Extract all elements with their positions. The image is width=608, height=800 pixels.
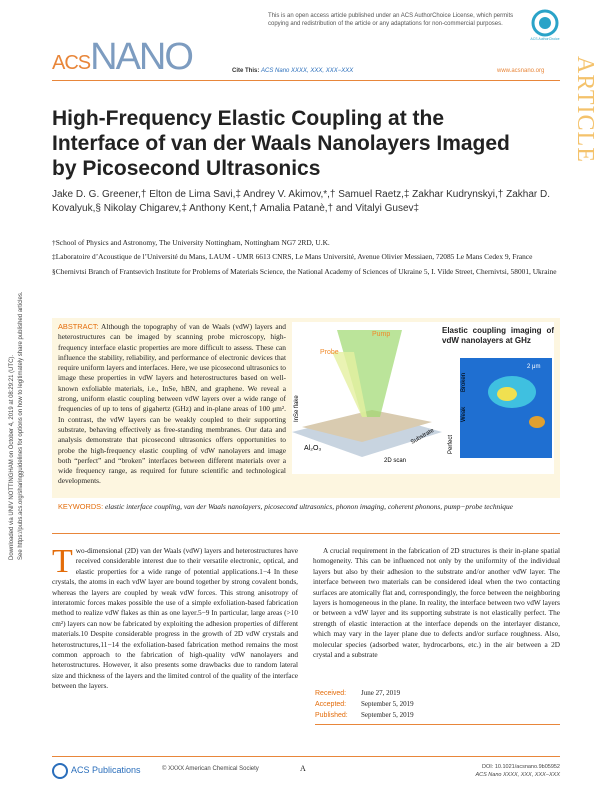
website: www.acsnano.org <box>497 68 545 74</box>
toc-label: Pump <box>372 331 390 338</box>
date-row: Received: June 27, 2019 <box>315 688 414 699</box>
publisher: ACS Publications <box>71 765 141 775</box>
cite-line: Cite This: ACS Nano XXXX, XXX, XXX−XXX <box>232 68 353 74</box>
toc-title-box: Elastic coupling imaging of vdW nanolaye… <box>442 326 554 345</box>
toc-graphic: Pump Probe InSe flake Al₂O₃ Substrate 2D… <box>292 322 554 474</box>
map-region <box>497 387 517 401</box>
toc-label: Weak <box>461 406 467 422</box>
keywords: KEYWORDS: elastic interface coupling, va… <box>58 502 554 512</box>
badge-ring <box>531 9 559 37</box>
toc-label: Probe <box>320 349 339 356</box>
keywords-label: KEYWORDS: <box>58 502 104 511</box>
date-row: Published: September 5, 2019 <box>315 710 414 721</box>
toc-label: 2 μm <box>527 364 540 370</box>
map-region <box>529 416 545 428</box>
badge-dot <box>539 17 551 29</box>
date-label: Received: <box>315 690 347 697</box>
cite-text: ACS Nano XXXX, XXX, XXX−XXX <box>261 68 354 74</box>
abstract-box: Pump Probe InSe flake Al₂O₃ Substrate 2D… <box>52 318 560 498</box>
affiliation: †School of Physics and Astronomy, The Un… <box>52 238 330 247</box>
cite-label: Cite This: <box>232 68 260 74</box>
share-note: See https://pubs.acs.org/sharingguidelin… <box>17 291 24 561</box>
section-rule <box>52 533 560 534</box>
copyright: © XXXX American Chemical Society <box>162 766 259 772</box>
badge-text: ACS AuthorChoice <box>530 37 559 41</box>
affiliations: †School of Physics and Astronomy, The Un… <box>52 238 560 277</box>
dates-rule <box>315 724 560 725</box>
dates: Received: June 27, 2019 Accepted: Septembe… <box>315 688 414 721</box>
probe-beam <box>332 352 367 417</box>
journal-logo: ACSNANO <box>52 36 194 79</box>
date-label: Published: <box>315 712 348 719</box>
toc-label: Perfect <box>448 435 454 454</box>
abstract: Pump Probe InSe flake Al₂O₃ Substrate 2D… <box>52 318 560 491</box>
section-label: ARTICLE <box>572 56 598 163</box>
page-number: A <box>300 764 306 773</box>
abstract-label: ABSTRACT: <box>58 322 99 331</box>
date-value: September 5, 2019 <box>361 700 414 708</box>
body-paragraph: A crucial requirement in the fabrication… <box>313 546 560 660</box>
affiliation: §Chernivtsi Branch of Frantsevich Instit… <box>52 266 557 276</box>
logo-acs: ACS <box>52 52 91 74</box>
footer-cite: ACS Nano XXXX, XXX, XXX−XXX <box>475 772 560 778</box>
date-value: June 27, 2019 <box>361 689 401 697</box>
abstract-text: Although the topography of van de Waals … <box>58 322 286 486</box>
logo-nano: NANO <box>90 36 194 78</box>
body-paragraph: Two-dimensional (2D) van der Waals (vdW)… <box>52 543 298 691</box>
pump-beam <box>337 330 402 417</box>
toc-title: Elastic coupling imaging of vdW nanolaye… <box>442 326 554 345</box>
toc-label: Al₂O₃ <box>304 445 321 452</box>
toc-label: InSe flake <box>294 395 300 422</box>
article-title: High-Frequency Elastic Coupling at the I… <box>52 107 510 180</box>
toc-label: 2D scan <box>384 458 406 464</box>
acs-logo-icon <box>52 763 68 779</box>
date-value: September 5, 2019 <box>361 711 414 719</box>
doi: DOI: 10.1021/acsnano.9b05952 <box>482 764 560 770</box>
flake-shape <box>302 410 432 442</box>
download-note: Downloaded via UNIV NOTTINGHAM on Octobe… <box>9 354 15 560</box>
license-notice: This is an open access article published… <box>268 13 514 27</box>
elastic-map <box>460 358 552 458</box>
logo-ring <box>52 763 68 779</box>
authorchoice-badge: ACS AuthorChoice <box>530 9 560 41</box>
date-row: Accepted: September 5, 2019 <box>315 699 414 710</box>
authors: Jake D. G. Greener,† Elton de Lima Savi,… <box>52 189 551 214</box>
toc-label: Broken <box>461 373 467 392</box>
sidebar: Downloaded via UNIV NOTTINGHAM on Octobe… <box>8 230 25 561</box>
footer-rule <box>52 756 560 757</box>
keywords-text: elastic interface coupling, van der Waal… <box>105 502 513 511</box>
affiliation: ‡Laboratoire d’Acoustique de l’Universit… <box>52 252 533 262</box>
header-rule <box>52 80 560 81</box>
date-label: Accepted: <box>315 701 347 708</box>
